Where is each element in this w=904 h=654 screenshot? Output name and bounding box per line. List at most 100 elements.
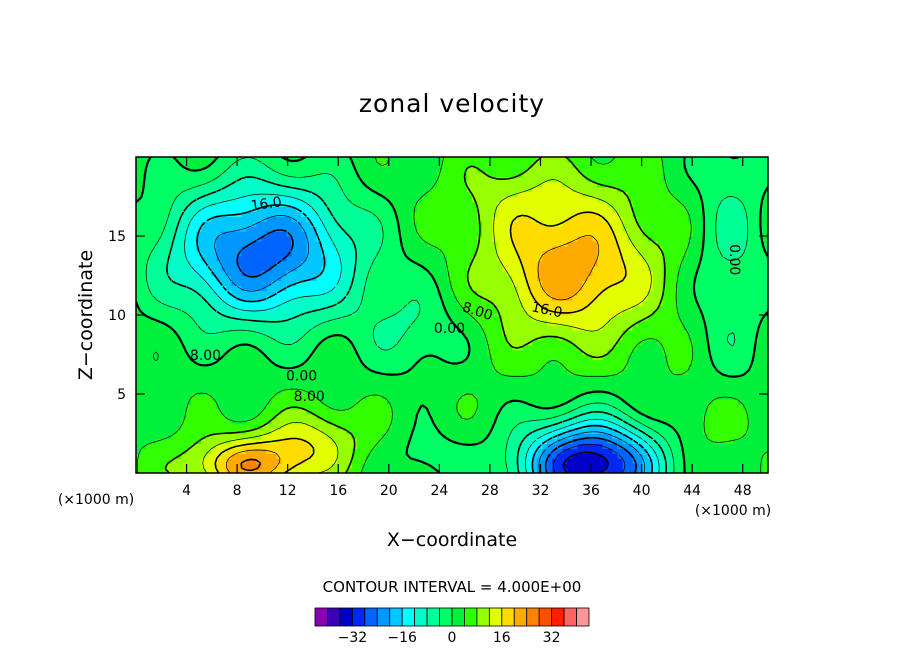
contour-fill-cell xyxy=(336,359,343,365)
contour-fill-cell xyxy=(171,374,177,380)
contour-fill-cell xyxy=(627,428,634,435)
contour-fill-cell xyxy=(241,389,247,395)
contour-fill-cell xyxy=(216,354,222,361)
contour-fill-cell xyxy=(196,418,202,425)
contour-fill-cell xyxy=(366,468,373,473)
contour-fill-cell xyxy=(251,300,257,306)
contour-fill-cell xyxy=(396,285,403,291)
contour-fill-cell xyxy=(457,329,463,336)
contour-fill-cell xyxy=(236,448,242,454)
contour-fill-cell xyxy=(436,423,443,430)
contour-fill-cell xyxy=(241,394,247,400)
contour-fill-cell xyxy=(522,458,528,464)
contour-fill-cell xyxy=(607,403,614,410)
contour-fill-cell xyxy=(296,290,303,296)
contour-fill-cell xyxy=(687,374,694,380)
contour-fill-cell xyxy=(291,438,298,444)
contour-fill-cell xyxy=(196,329,202,336)
contour-fill-cell xyxy=(737,339,744,346)
contour-fill-cell xyxy=(281,413,288,420)
contour-fill-cell xyxy=(487,384,493,390)
contour-fill-cell xyxy=(431,305,438,311)
contour-fill-cell xyxy=(296,463,303,469)
contour-fill-cell xyxy=(592,290,599,296)
contour-fill-cell xyxy=(752,290,759,296)
contour-fill-cell xyxy=(467,379,473,385)
contour-fill-cell xyxy=(381,443,388,449)
contour-fill-cell xyxy=(341,448,348,454)
contour-fill-cell xyxy=(622,448,629,454)
contour-fill-cell xyxy=(201,418,207,425)
contour-fill-cell xyxy=(406,423,413,430)
contour-fill-cell xyxy=(467,290,473,296)
contour-fill-cell xyxy=(667,290,674,296)
contour-fill-cell xyxy=(512,448,518,454)
contour-fill-cell xyxy=(712,389,719,395)
contour-fill-cell xyxy=(171,458,177,464)
contour-fill-cell xyxy=(457,305,463,311)
contour-fill-cell xyxy=(497,389,503,395)
contour-fill-cell xyxy=(361,408,368,415)
contour-fill-cell xyxy=(201,448,207,454)
contour-fill-cell xyxy=(652,458,659,464)
contour-fill-cell xyxy=(391,384,398,390)
contour-fill-cell xyxy=(697,438,704,444)
contour-fill-cell xyxy=(221,458,227,464)
contour-fill-cell xyxy=(627,300,634,306)
contour-fill-cell xyxy=(462,280,468,286)
contour-fill-cell xyxy=(702,349,709,356)
contour-fill-cell xyxy=(672,305,679,311)
contour-fill-cell xyxy=(472,349,478,356)
contour-fill-cell xyxy=(452,364,458,370)
contour-fill-cell xyxy=(161,290,167,296)
contour-fill-cell xyxy=(747,438,754,444)
contour-fill-cell xyxy=(181,374,187,380)
contour-fill-cell xyxy=(657,458,664,464)
contour-fill-cell xyxy=(426,443,433,449)
contour-fill-cell xyxy=(497,384,503,390)
contour-fill-cell xyxy=(136,438,142,444)
contour-fill-cell xyxy=(642,310,649,316)
contour-fill-cell xyxy=(657,285,664,291)
contour-fill-cell xyxy=(256,438,262,444)
contour-fill-cell xyxy=(482,423,488,430)
contour-fill-cell xyxy=(346,379,353,385)
contour-fill-cell xyxy=(426,384,433,390)
contour-fill-cell xyxy=(482,290,488,296)
contour-fill-cell xyxy=(196,359,202,365)
contour-fill-cell xyxy=(592,418,599,425)
contour-fill-cell xyxy=(311,369,318,375)
contour-fill-cell xyxy=(567,354,573,361)
contour-fill-cell xyxy=(391,364,398,370)
contour-fill-cell xyxy=(341,374,348,380)
contour-fill-cell xyxy=(186,290,192,296)
contour-fill-cell xyxy=(622,354,629,361)
contour-fill-cell xyxy=(381,319,388,326)
contour-fill-cell xyxy=(537,290,543,296)
contour-fill-cell xyxy=(231,438,237,444)
contour-fill-cell xyxy=(557,418,563,425)
contour-fill-cell xyxy=(542,369,548,375)
contour-fill-cell xyxy=(396,349,403,356)
contour-fill-cell xyxy=(166,359,172,365)
contour-fill-cell xyxy=(241,468,247,473)
contour-fill-cell xyxy=(602,418,609,425)
contour-fill-cell xyxy=(296,364,303,370)
contour-fill-cell xyxy=(747,339,754,346)
contour-fill-cell xyxy=(336,280,343,286)
contour-fill-cell xyxy=(602,344,609,351)
contour-fill-cell xyxy=(472,398,478,405)
contour-fill-cell xyxy=(642,300,649,306)
contour-fill-cell xyxy=(482,300,488,306)
contour-fill-cell xyxy=(717,413,724,420)
contour-fill-cell xyxy=(321,344,328,351)
contour-fill-cell xyxy=(276,379,283,385)
contour-fill-cell xyxy=(497,369,503,375)
contour-fill-cell xyxy=(171,443,177,449)
contour-fill-cell xyxy=(637,374,644,380)
contour-fill-cell xyxy=(431,448,438,454)
contour-fill-cell xyxy=(201,438,207,444)
contour-fill-cell xyxy=(426,428,433,435)
contour-fill-cell xyxy=(477,354,483,361)
contour-fill-cell xyxy=(627,384,634,390)
